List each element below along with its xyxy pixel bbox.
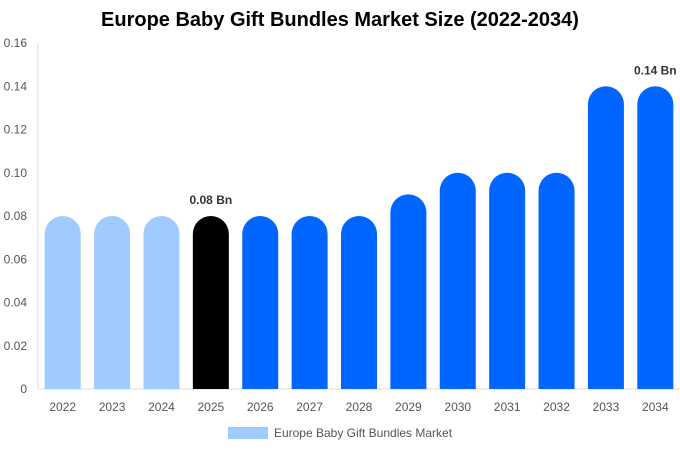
bar-2031[interactable] — [489, 172, 526, 389]
x-tick-label: 2025 — [197, 400, 224, 414]
x-tick-label: 2034 — [642, 400, 669, 414]
chart-title: Europe Baby Gift Bundles Market Size (20… — [101, 9, 579, 31]
legend-label: Europe Baby Gift Bundles Market — [273, 426, 453, 440]
bar-2030[interactable] — [439, 172, 476, 389]
x-tick-label: 2023 — [99, 400, 126, 414]
bar-2034[interactable] — [637, 86, 674, 389]
x-tick-label: 2029 — [395, 400, 422, 414]
x-tick-label: 2024 — [148, 400, 175, 414]
bar-2027[interactable] — [291, 216, 328, 389]
x-tick-label: 2033 — [593, 400, 620, 414]
bar-2029[interactable] — [390, 194, 427, 389]
y-tick-label: 0.08 — [4, 209, 28, 223]
x-tick-label: 2026 — [247, 400, 274, 414]
y-tick-label: 0.16 — [4, 36, 28, 50]
y-tick-label: 0.12 — [4, 123, 28, 137]
x-tick-label: 2032 — [543, 400, 570, 414]
y-tick-label: 0.14 — [4, 79, 28, 93]
y-tick-label: 0.04 — [4, 296, 28, 310]
bar-2025[interactable] — [192, 216, 229, 389]
bar-2023[interactable] — [94, 216, 131, 389]
y-tick-label: 0 — [20, 382, 27, 396]
x-tick-label: 2027 — [296, 400, 323, 414]
data-label: 0.14 Bn — [634, 63, 677, 77]
bar-2033[interactable] — [587, 86, 624, 389]
bar-2022[interactable] — [44, 216, 81, 389]
x-tick-label: 2022 — [49, 400, 76, 414]
bar-2024[interactable] — [143, 216, 180, 389]
bar-2032[interactable] — [538, 172, 575, 389]
y-tick-label: 0.02 — [4, 339, 28, 353]
y-tick-label: 0.10 — [4, 166, 28, 180]
y-tick-label: 0.06 — [4, 252, 28, 266]
x-tick-label: 2031 — [494, 400, 521, 414]
x-tick-label: 2030 — [444, 400, 471, 414]
bar-2026[interactable] — [242, 216, 279, 389]
legend-swatch — [227, 427, 268, 439]
x-tick-label: 2028 — [346, 400, 373, 414]
legend[interactable]: Europe Baby Gift Bundles Market — [0, 426, 680, 440]
bar-2028[interactable] — [341, 216, 377, 389]
data-label: 0.08 Bn — [190, 193, 233, 207]
